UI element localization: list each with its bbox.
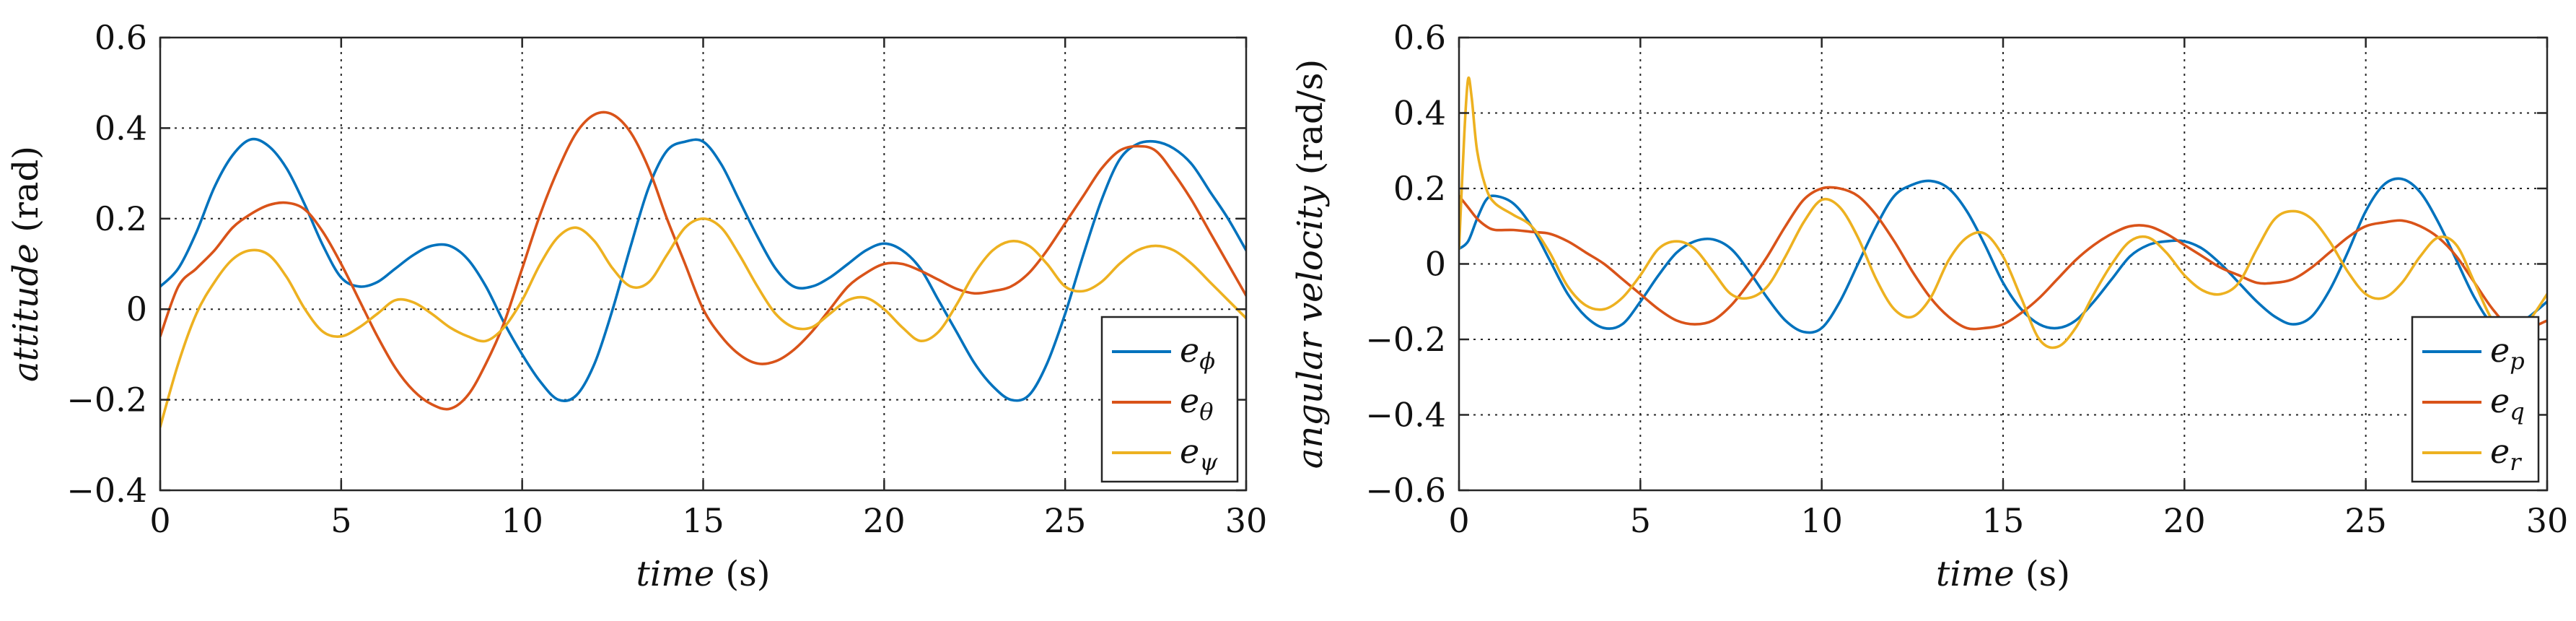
attitude-chart-x-tick-label: 30 [1225,501,1268,540]
angular-velocity-chart-legend-label: ep [2490,331,2525,375]
attitude-chart-x-axis-label: time (s) [636,554,771,594]
attitude-chart-y-axis-label: attitude (rad) [6,146,46,382]
angular-velocity-chart-series-e-q [1459,186,2547,331]
attitude-chart-legend-label: eψ [1180,432,1218,476]
angular-velocity-chart-x-tick-label: 25 [2344,501,2387,540]
angular-velocity-chart-series-e-r [1459,76,2547,349]
angular-velocity-chart-y-tick-label: 0.6 [1393,18,1446,57]
angular-velocity-chart-y-tick-label: −0.6 [1365,471,1446,510]
attitude-chart-y-tick-label: 0 [126,290,147,329]
attitude-chart-x-tick-label: 0 [149,501,170,540]
attitude-chart-x-tick-label: 15 [682,501,724,540]
attitude-chart-y-tick-label: 0.2 [95,199,147,238]
attitude-chart-series [160,110,1246,428]
angular-velocity-chart-series [1459,76,2547,349]
attitude-error-chart: 0 5 10 15 20 25 30−0.4−0.200.20.40.6 time (s) … [6,18,1267,594]
attitude-chart-legend-label: eθ [1180,381,1214,425]
angular-velocity-chart-grid [1459,38,2547,490]
angular-velocity-chart-x-tick-label: 30 [2526,501,2569,540]
attitude-chart-x-tick-label: 10 [501,501,543,540]
angular-velocity-chart-x-axis-label: time (s) [1936,554,2070,594]
attitude-chart-x-tick-label: 5 [330,501,351,540]
angular-velocity-chart-legend-label: er [2490,432,2522,476]
attitude-chart-series-e-theta [160,110,1246,411]
angular-velocity-chart-y-tick-label: −0.4 [1365,396,1446,435]
angular-velocity-chart-x-tick-label: 5 [1630,501,1651,540]
angular-velocity-chart-series-e-p [1459,177,2547,334]
attitude-chart-legend-label: eϕ [1180,331,1215,375]
attitude-chart-legend: eϕ eθ eψ [1100,316,1239,483]
angular-velocity-chart-y-tick-label: −0.2 [1365,320,1446,359]
angular-velocity-chart-x-tick-label: 0 [1448,501,1469,540]
attitude-chart-y-tick-label: 0.6 [95,18,147,57]
angular-velocity-chart-y-tick-label: 0.2 [1393,169,1446,208]
attitude-chart-series-e-psi [160,217,1246,428]
angular-velocity-chart-ticks: 0 5 10 15 20 25 30 −0.6 −0.4 −0.2 0 0.2 0.4 0.6 [1365,18,2568,540]
attitude-chart-ticks: 0 5 10 15 20 25 30 −0.4 −0.2 0 0.2 0.4 0.6 [66,18,1267,540]
attitude-chart-y-tick-label: −0.4 [66,471,147,510]
angular-velocity-chart-x-tick-label: 15 [1982,501,2025,540]
attitude-chart-y-tick-label: 0.4 [95,108,147,147]
attitude-chart-x-tick-label: 25 [1044,501,1087,540]
angular-velocity-chart-y-axis-label: angular velocity (rad/s) [1290,59,1331,469]
angular-velocity-error-chart: 0 5 10 15 20 25 30 −0.6 −0.4 −0.2 0 0.2 0.4 0.6 time … [1290,18,2568,594]
angular-velocity-chart-legend-label: eq [2490,381,2525,425]
angular-velocity-chart-y-tick-label: 0.4 [1393,94,1446,133]
angular-velocity-chart-legend: ep eq er [2411,316,2540,483]
attitude-chart-series-e-phi [160,137,1246,402]
attitude-chart-x-tick-label: 20 [863,501,906,540]
attitude-chart-grid [160,38,1246,490]
angular-velocity-chart-y-tick-label: 0 [1425,245,1446,284]
attitude-chart-y-tick-label: −0.2 [66,381,147,420]
angular-velocity-chart-x-tick-label: 20 [2163,501,2206,540]
angular-velocity-chart-x-tick-label: 10 [1800,501,1843,540]
